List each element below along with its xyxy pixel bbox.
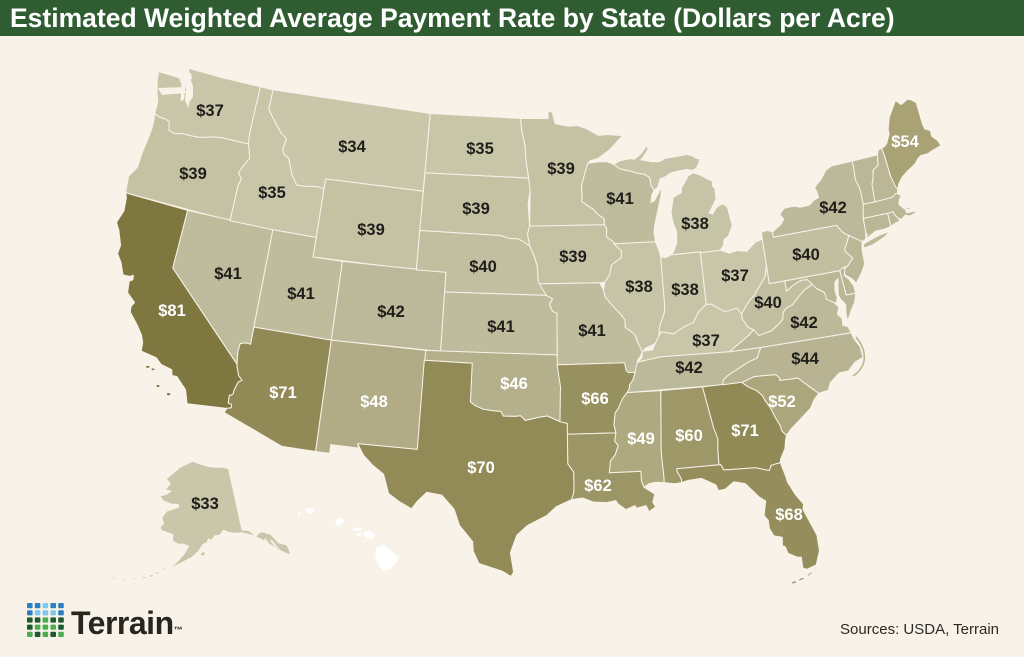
svg-text:$39: $39 — [462, 200, 490, 218]
svg-text:$41: $41 — [214, 265, 242, 283]
svg-text:$54: $54 — [891, 133, 919, 151]
svg-text:$35: $35 — [258, 184, 286, 202]
svg-text:$52: $52 — [768, 393, 796, 411]
svg-text:$46: $46 — [500, 375, 528, 393]
svg-text:$39: $39 — [559, 248, 587, 266]
svg-text:$42: $42 — [790, 314, 818, 332]
svg-text:$38: $38 — [671, 281, 699, 299]
svg-text:$42: $42 — [819, 199, 847, 217]
svg-text:$60: $60 — [675, 427, 703, 445]
svg-text:$71: $71 — [731, 422, 759, 440]
svg-text:$40: $40 — [792, 246, 820, 264]
svg-text:$40: $40 — [754, 294, 782, 312]
svg-text:$71: $71 — [269, 384, 297, 402]
svg-text:$70: $70 — [467, 459, 495, 477]
svg-text:$37: $37 — [692, 332, 720, 350]
svg-text:$37: $37 — [196, 102, 224, 120]
svg-text:$68: $68 — [775, 506, 803, 524]
svg-text:$33: $33 — [191, 495, 219, 513]
svg-text:$41: $41 — [287, 285, 315, 303]
svg-text:$39: $39 — [179, 165, 207, 183]
svg-text:$62: $62 — [584, 477, 612, 495]
svg-text:$38: $38 — [625, 278, 653, 296]
svg-text:$66: $66 — [581, 390, 609, 408]
svg-text:$35: $35 — [466, 140, 494, 158]
svg-text:$44: $44 — [791, 350, 819, 368]
svg-text:$39: $39 — [547, 160, 575, 178]
svg-text:$39: $39 — [357, 221, 385, 239]
svg-text:$37: $37 — [721, 267, 749, 285]
svg-text:$38: $38 — [681, 215, 709, 233]
svg-text:$49: $49 — [627, 430, 655, 448]
svg-text:$48: $48 — [360, 393, 388, 411]
svg-text:$40: $40 — [469, 258, 497, 276]
svg-text:$81: $81 — [158, 302, 186, 320]
svg-text:$42: $42 — [377, 303, 405, 321]
svg-text:$34: $34 — [338, 138, 366, 156]
svg-text:$42: $42 — [675, 359, 703, 377]
svg-text:$41: $41 — [487, 318, 515, 336]
svg-text:$41: $41 — [578, 322, 606, 340]
svg-text:$41: $41 — [606, 190, 634, 208]
